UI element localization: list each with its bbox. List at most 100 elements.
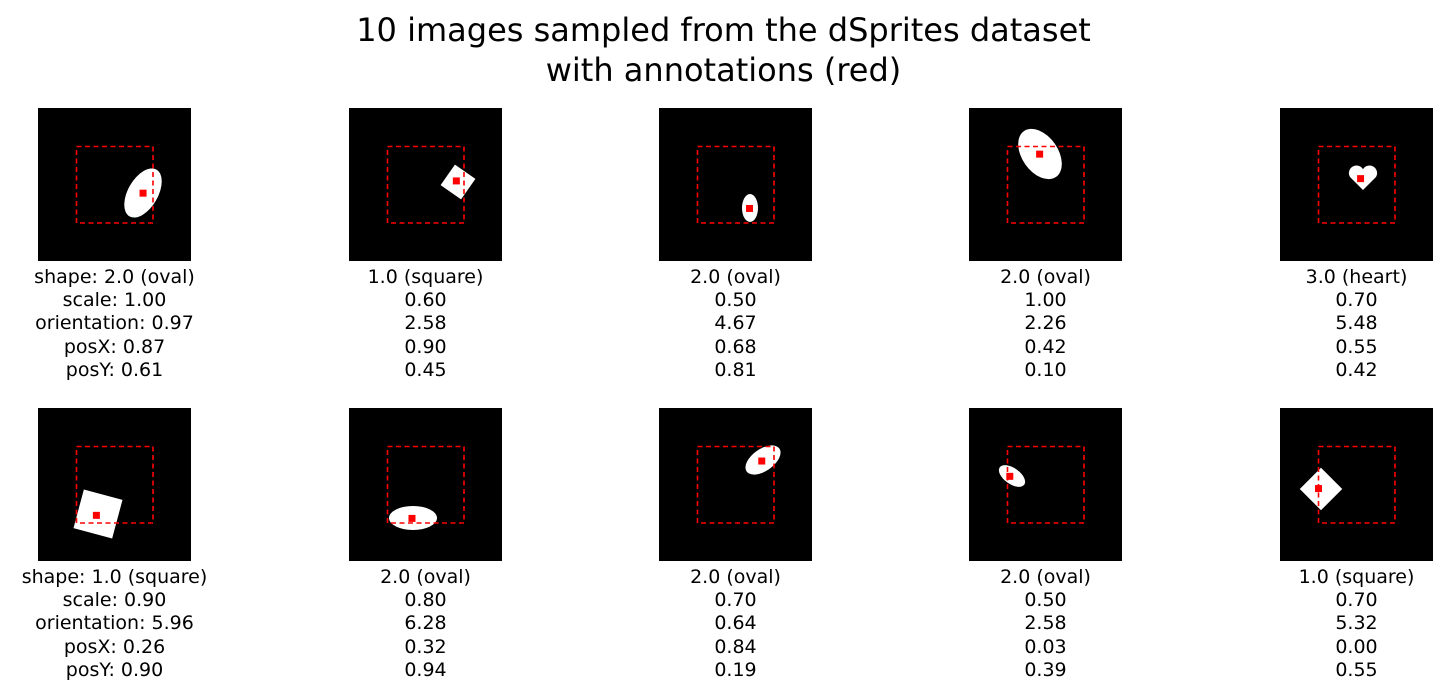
image-background — [38, 108, 191, 261]
caption-scale: 0.50 — [714, 289, 757, 312]
caption-shape: 2.0 (oval) — [1000, 266, 1091, 288]
image-background — [38, 408, 191, 561]
position-marker — [758, 457, 766, 465]
caption-orientation: 4.67 — [714, 312, 757, 335]
caption-shape: 2.0 (oval) — [1000, 566, 1091, 588]
position-marker — [408, 514, 416, 522]
caption-orientation: 0.64 — [714, 612, 757, 635]
position-range-box — [386, 145, 465, 224]
sample-image-9 — [969, 408, 1122, 561]
caption-posx: 0.03 — [1024, 635, 1067, 658]
position-marker — [746, 204, 754, 212]
caption-posy: 0.55 — [1335, 658, 1378, 681]
caption-shape: 2.0 (oval) — [690, 566, 781, 588]
image-background — [349, 108, 502, 261]
caption-scale: 0.70 — [1335, 289, 1378, 312]
caption-orientation: 6.28 — [404, 612, 447, 635]
caption-orientation: 2.26 — [1024, 312, 1067, 335]
position-marker — [1357, 175, 1365, 183]
position-marker — [452, 177, 460, 185]
sample-image-2 — [349, 108, 502, 261]
position-range-box — [1317, 445, 1396, 524]
position-range-box — [1317, 145, 1396, 224]
position-range-box — [386, 445, 465, 524]
caption-posx: 0.68 — [714, 335, 757, 358]
caption-posy: 0.45 — [404, 358, 447, 381]
sample-caption-9: 2.0 (oval) 0.50 2.58 0.03 0.39 — [926, 566, 1166, 682]
caption-shape: shape: 2.0 (oval) — [34, 266, 195, 288]
image-background — [1280, 408, 1433, 561]
image-background — [659, 108, 812, 261]
caption-shape: 1.0 (square) — [367, 266, 484, 288]
position-marker — [1315, 485, 1322, 493]
caption-posx: 0.90 — [404, 335, 447, 358]
position-range-box — [75, 145, 154, 224]
position-range-box — [696, 445, 775, 524]
position-marker — [139, 189, 147, 197]
position-range-box — [696, 145, 775, 224]
sample-caption-6: shape: 1.0 (square) scale: 0.90 orientatio… — [0, 566, 235, 682]
caption-posy: 0.19 — [714, 658, 757, 681]
caption-scale: 0.70 — [714, 589, 757, 612]
caption-scale: 0.50 — [1024, 589, 1067, 612]
caption-posx: 0.42 — [1024, 335, 1067, 358]
caption-scale: 0.80 — [404, 589, 447, 612]
caption-orientation: 5.32 — [1335, 612, 1378, 635]
caption-orientation: orientation: 0.97 — [35, 312, 194, 335]
sample-image-1 — [38, 108, 191, 261]
sample-image-3 — [659, 108, 812, 261]
sample-image-10 — [1280, 408, 1433, 561]
image-background — [659, 408, 812, 561]
caption-shape: shape: 1.0 (square) — [21, 566, 208, 588]
caption-scale: 0.60 — [404, 289, 447, 312]
caption-posx: 0.32 — [404, 635, 447, 658]
sample-caption-7: 2.0 (oval) 0.80 6.28 0.32 0.94 — [306, 566, 546, 682]
caption-posx: posX: 0.87 — [63, 335, 166, 358]
sample-image-7 — [349, 408, 502, 561]
position-range-box — [1006, 145, 1085, 224]
image-background — [969, 408, 1122, 561]
caption-shape: 1.0 (square) — [1298, 566, 1415, 588]
sample-image-8 — [659, 408, 812, 561]
caption-scale: 0.70 — [1335, 589, 1378, 612]
caption-posy: 0.81 — [714, 358, 757, 381]
caption-posx: 0.84 — [714, 635, 757, 658]
image-background — [1280, 108, 1433, 261]
caption-shape: 2.0 (oval) — [380, 566, 471, 588]
caption-scale: 1.00 — [1024, 289, 1067, 312]
position-range-box — [1006, 445, 1085, 524]
caption-posx: 0.55 — [1335, 335, 1378, 358]
caption-posy: posY: 0.61 — [65, 358, 164, 381]
caption-posy: 0.42 — [1335, 358, 1378, 381]
caption-posy: 0.94 — [404, 658, 447, 681]
position-marker — [1036, 150, 1044, 158]
caption-shape: 2.0 (oval) — [690, 266, 781, 288]
sample-image-6 — [38, 408, 191, 561]
caption-posx: posX: 0.26 — [63, 635, 166, 658]
position-marker — [92, 511, 100, 519]
sample-image-5 — [1280, 108, 1433, 261]
sample-image-4 — [969, 108, 1122, 261]
image-background — [969, 108, 1122, 261]
sample-caption-3: 2.0 (oval) 0.50 4.67 0.68 0.81 — [616, 266, 856, 382]
caption-scale: scale: 0.90 — [62, 589, 167, 612]
caption-orientation: orientation: 5.96 — [35, 612, 194, 635]
figure-title-line-1: 10 images sampled from the dSprites data… — [356, 11, 1091, 49]
position-range-box — [75, 445, 154, 524]
sample-caption-5: 3.0 (heart) 0.70 5.48 0.55 0.42 — [1237, 266, 1447, 382]
caption-posy: 0.10 — [1024, 358, 1067, 381]
figure-title-line-2: with annotations (red) — [545, 51, 902, 89]
sample-caption-4: 2.0 (oval) 1.00 2.26 0.42 0.10 — [926, 266, 1166, 382]
sample-caption-1: shape: 2.0 (oval) scale: 1.00 orientation:… — [0, 266, 235, 382]
caption-orientation: 2.58 — [404, 312, 447, 335]
caption-posy: posY: 0.90 — [65, 658, 164, 681]
image-background — [349, 408, 502, 561]
caption-scale: scale: 1.00 — [62, 289, 167, 312]
sample-caption-8: 2.0 (oval) 0.70 0.64 0.84 0.19 — [616, 566, 856, 682]
caption-posy: 0.39 — [1024, 658, 1067, 681]
caption-posx: 0.00 — [1335, 635, 1378, 658]
caption-shape: 3.0 (heart) — [1305, 266, 1408, 288]
sample-caption-10: 1.0 (square) 0.70 5.32 0.00 0.55 — [1237, 566, 1447, 682]
caption-orientation: 5.48 — [1335, 312, 1378, 335]
caption-orientation: 2.58 — [1024, 612, 1067, 635]
